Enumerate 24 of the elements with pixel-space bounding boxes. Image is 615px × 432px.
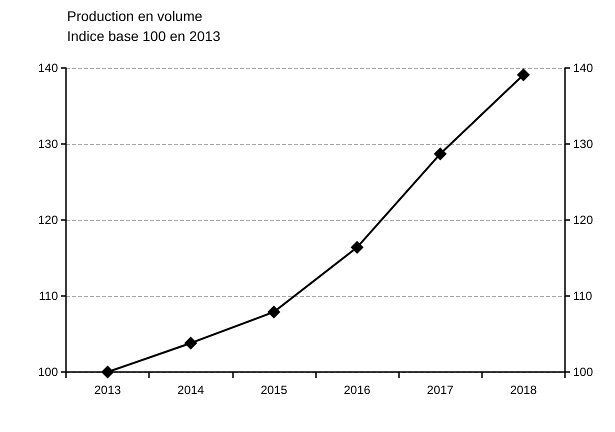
x-tick-label: 2013 [94,383,122,397]
y-tick-label: 130 [38,137,58,151]
x-tick-label: 2015 [260,383,288,397]
point [434,147,447,160]
x-tick-label: 2014 [177,383,204,397]
point [184,336,198,350]
chart-subtitle: Indice base 100 en 2013 [67,28,221,44]
y-tick-label: 100 [38,365,58,379]
y2-tick-label: 130 [573,137,594,151]
y-tick-label: 110 [38,289,58,303]
x-tick-label: 2016 [344,383,371,397]
y2-tick-label: 120 [573,213,594,227]
point [267,305,280,318]
point [101,366,114,378]
x-tick-label: 2017 [426,383,454,397]
point [350,240,364,254]
x-tick-label: 2018 [510,383,538,397]
y2-tick-label: 100 [573,365,594,379]
y2-tick-label: 140 [573,61,594,75]
y-tick-label: 120 [38,213,58,227]
point [516,68,530,82]
y2-tick-label: 110 [573,289,592,303]
chart-title: Production en volume [67,8,203,24]
y-tick-label: 140 [38,61,58,75]
